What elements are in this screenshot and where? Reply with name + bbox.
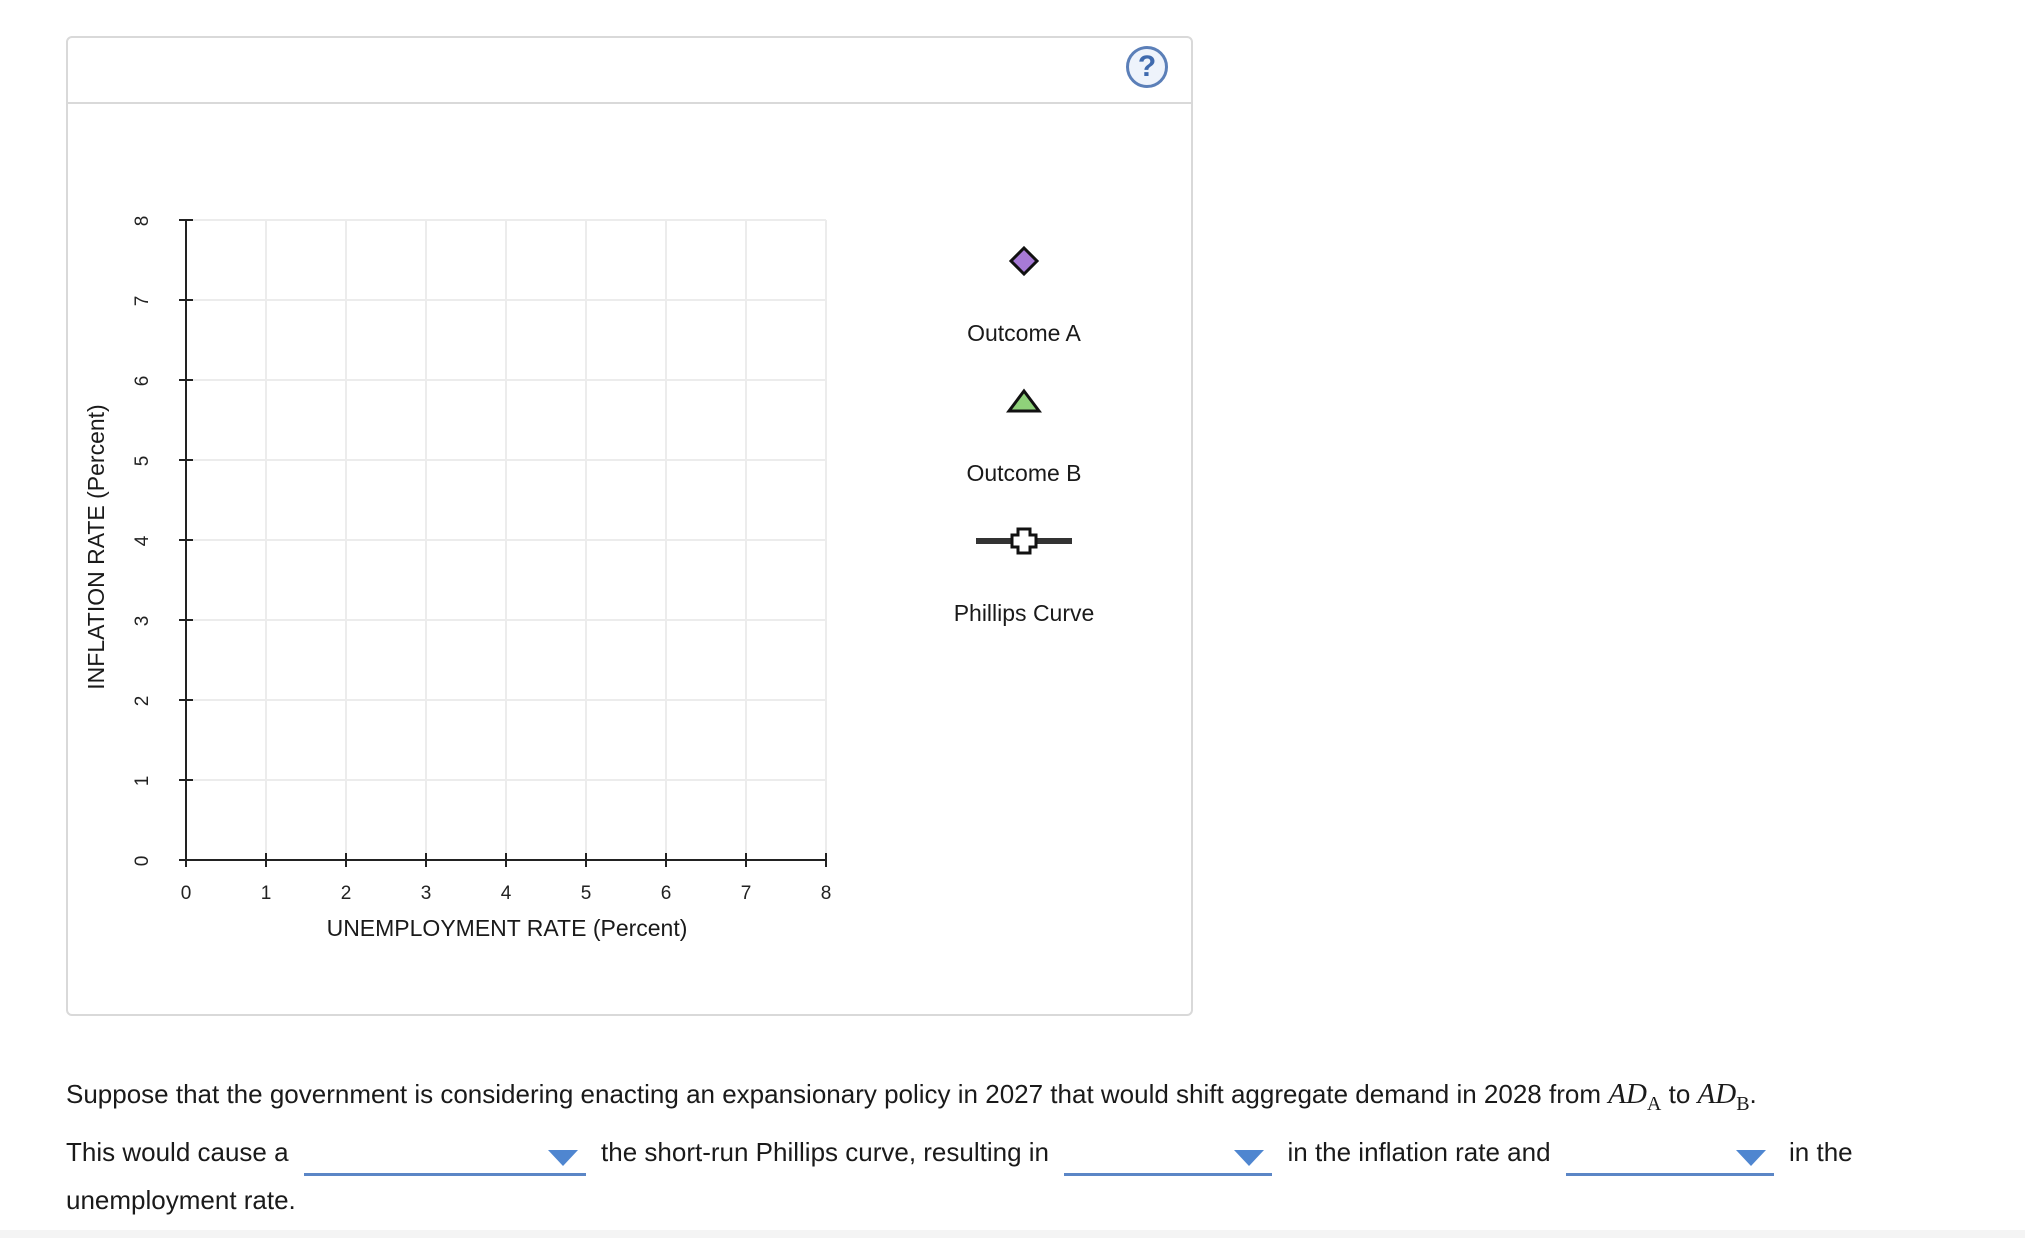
x-tick-label: 1 xyxy=(261,883,272,904)
y-tick-label: 4 xyxy=(132,535,153,546)
question-intro: Suppose that the government is consideri… xyxy=(66,1079,1601,1109)
help-button[interactable]: ? xyxy=(1126,46,1168,88)
y-tick-label: 0 xyxy=(132,856,153,867)
cross-icon[interactable] xyxy=(1010,527,1038,555)
question-text: Suppose that the government is consideri… xyxy=(66,1070,1966,1224)
legend-phillips-curve-marker[interactable] xyxy=(976,527,1072,555)
legend-outcome-b-marker[interactable] xyxy=(1006,388,1042,413)
legend-outcome-b-label: Outcome B xyxy=(966,460,1082,486)
y-tick-label: 8 xyxy=(132,216,153,227)
y-tick-label: 6 xyxy=(132,376,153,387)
legend-outcome-a-marker[interactable] xyxy=(1008,245,1040,277)
x-axis-label: UNEMPLOYMENT RATE (Percent) xyxy=(327,915,688,941)
x-tick-label: 2 xyxy=(341,883,352,904)
footer-bar xyxy=(0,1230,2025,1238)
chart-ticks: 0 1 2 3 4 5 6 7 8 0 1 2 3 4 5 6 7 8 xyxy=(132,216,831,904)
x-tick-label: 3 xyxy=(421,883,432,904)
dropdown-arrow-icon xyxy=(1735,1149,1766,1166)
phillips-curve-graph[interactable]: 0 1 2 3 4 5 6 7 8 0 1 2 3 4 5 6 7 8 UNEMPLOYMENT RATE (Pe… xyxy=(0,0,2025,1040)
question-line-3: unemployment rate. xyxy=(66,1184,296,1215)
x-tick-label: 0 xyxy=(181,883,192,904)
chart-grid xyxy=(186,219,827,860)
y-axis-label: INFLATION RATE (Percent) xyxy=(83,404,109,689)
dropdown-arrow-icon xyxy=(547,1149,578,1166)
y-tick-label: 2 xyxy=(132,696,153,707)
question-line-2: This would cause a the short-run Phillip… xyxy=(66,1128,1966,1176)
unemployment-change-dropdown[interactable] xyxy=(1565,1139,1774,1176)
x-tick-label: 6 xyxy=(661,883,672,904)
inflation-change-dropdown[interactable] xyxy=(1064,1139,1273,1176)
y-tick-label: 3 xyxy=(132,616,153,627)
legend-outcome-a-label: Outcome A xyxy=(967,320,1081,346)
question-line-1: Suppose that the government is consideri… xyxy=(66,1078,1757,1115)
triangle-icon[interactable] xyxy=(1006,388,1042,413)
y-tick-label: 5 xyxy=(132,456,153,467)
x-tick-label: 7 xyxy=(741,883,752,904)
y-tick-label: 1 xyxy=(132,776,153,787)
shift-direction-dropdown[interactable] xyxy=(303,1139,586,1176)
x-tick-label: 5 xyxy=(581,883,592,904)
ad-a-label: ADA xyxy=(1608,1078,1662,1115)
x-tick-label: 8 xyxy=(821,883,832,904)
y-tick-label: 7 xyxy=(132,296,153,307)
x-tick-label: 4 xyxy=(501,883,512,904)
to-word: to xyxy=(1668,1079,1691,1109)
ad-b-label: ADB xyxy=(1697,1078,1750,1115)
diamond-icon[interactable] xyxy=(1008,245,1040,277)
legend-phillips-curve-label: Phillips Curve xyxy=(953,600,1095,626)
panel-header xyxy=(68,38,1191,104)
graph-panel xyxy=(66,36,1193,1016)
dropdown-arrow-icon xyxy=(1234,1149,1265,1166)
question-mark-icon: ? xyxy=(1137,50,1157,83)
